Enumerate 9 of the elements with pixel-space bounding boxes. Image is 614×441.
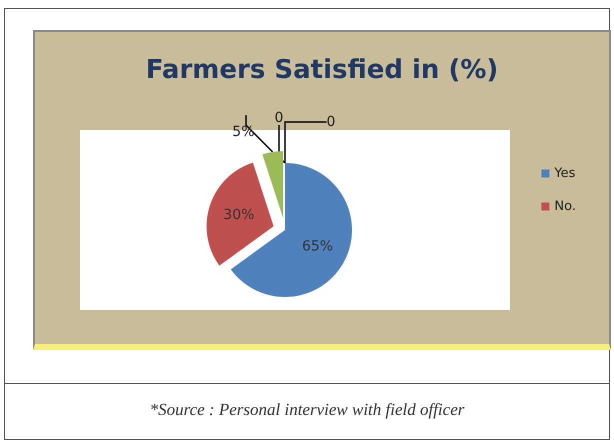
text: 0 [326, 114, 336, 130]
data-label: 5% [232, 124, 255, 140]
data-label: 30% [223, 207, 254, 224]
chart-title: Farmers Satisfied in (%) [146, 55, 498, 85]
data-label: 65% [302, 238, 334, 255]
text: *Source : Personal interview with field officer [148, 400, 466, 420]
legend-label: Yes [553, 166, 576, 181]
legend-label: No. [554, 199, 576, 214]
text: 0 [274, 110, 284, 126]
